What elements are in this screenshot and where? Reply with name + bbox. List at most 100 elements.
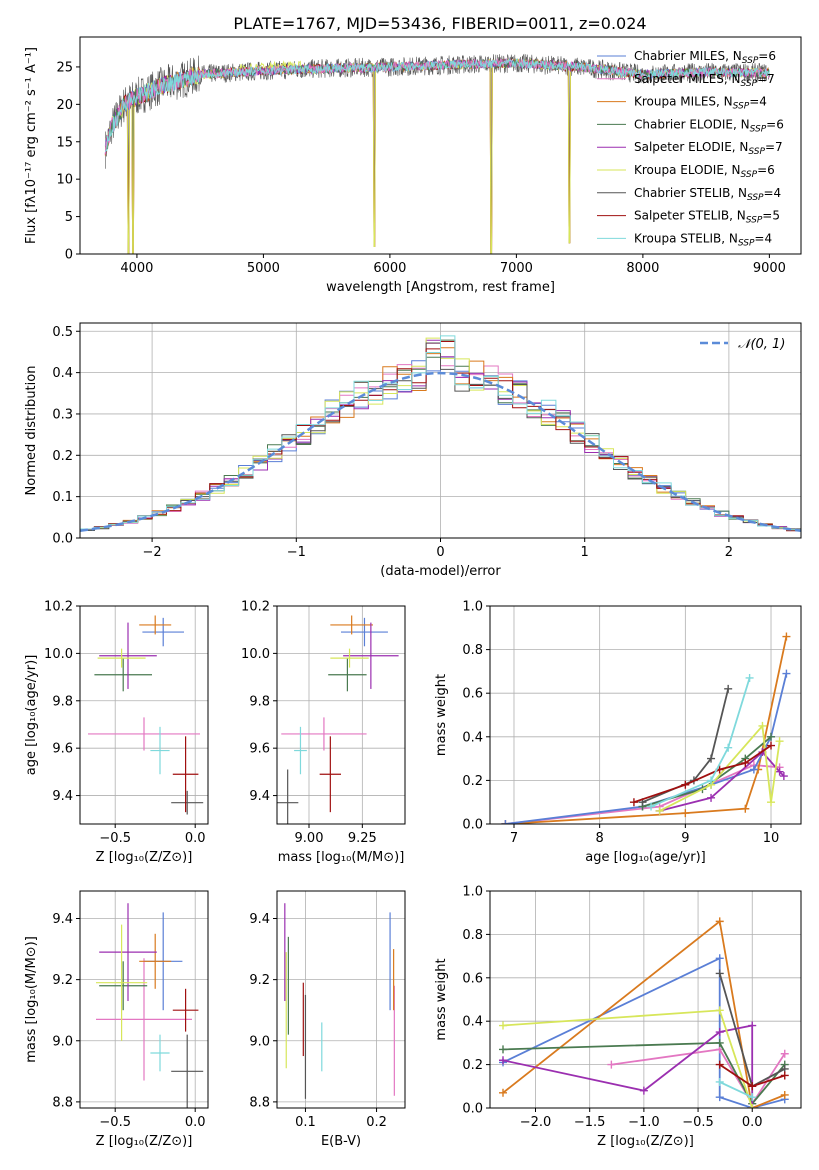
y-tick-label: 25 bbox=[56, 60, 73, 75]
plus-marker bbox=[499, 1045, 508, 1054]
panel-age-vs-z: −0.5 0.0 9.4 9.6 9.8 10.0 10.2 Z [log₁₀(Z/Z⊙)] a… bbox=[24, 600, 209, 865]
y-tick-label: 0.0 bbox=[52, 532, 73, 547]
panel-spectrum: 4000 5000 6000 7000 8000 9000 0 5 10 15 20 25 wavele… bbox=[24, 36, 802, 295]
plus-marker bbox=[775, 737, 784, 746]
histogram-step bbox=[80, 335, 801, 533]
plus-marker bbox=[715, 1028, 724, 1037]
plus-marker bbox=[767, 732, 776, 741]
axes: 9.00 9.25 9.4 9.6 9.8 10.0 10.2 mass [log₁₀(M/M… bbox=[241, 600, 406, 865]
legend-count: =6 bbox=[758, 49, 776, 63]
plus-marker bbox=[647, 802, 656, 811]
y-tick-label: 9.6 bbox=[52, 742, 73, 757]
legend-name: Kroupa MILES, N bbox=[634, 95, 733, 109]
y-tick-label: 1.0 bbox=[462, 885, 483, 900]
y-tick-label: 15 bbox=[56, 135, 73, 150]
y-tick-label: 5 bbox=[65, 210, 73, 225]
legend-label: Kroupa ELODIE, NSSP=6 bbox=[634, 163, 775, 180]
spectrum-line bbox=[104, 58, 770, 153]
plus-marker bbox=[499, 1056, 508, 1065]
plus-marker bbox=[775, 767, 784, 776]
weight-line bbox=[502, 1041, 786, 1106]
x-axis-label: wavelength [Angstrom, rest frame] bbox=[326, 280, 555, 295]
x-axis-label: age [log₁₀(age/yr)] bbox=[585, 850, 706, 865]
panel-weight-vs-z: −2.0 −1.5 −1.0 −0.5 0.0 0.0 0.2 0.4 0.6 0.8 1.0 Z [… bbox=[434, 885, 802, 1149]
y-tick-label: 8.8 bbox=[249, 1095, 270, 1110]
y-tick-label: 9.4 bbox=[52, 912, 73, 927]
axes: −0.5 0.0 8.8 9.0 9.2 9.4 Z [log₁₀(Z/Z⊙)] mass [… bbox=[24, 890, 209, 1149]
y-axis-label: Normed distribution bbox=[24, 366, 39, 496]
y-tick-label: 9.2 bbox=[52, 973, 73, 988]
x-tick-label: 7 bbox=[510, 831, 518, 846]
y-tick-label: 9.4 bbox=[249, 912, 270, 927]
plot-area bbox=[88, 615, 204, 815]
y-tick-label: 10.0 bbox=[241, 647, 270, 662]
plot-area bbox=[104, 53, 770, 254]
plus-marker bbox=[758, 721, 767, 730]
axes-frame bbox=[276, 605, 406, 825]
y-tick-label: 0.2 bbox=[462, 1058, 483, 1073]
plus-marker bbox=[748, 1093, 757, 1102]
axes: 7 8 9 10 0.0 0.2 0.4 0.6 0.8 1.0 age [log₁₀(age/yr… bbox=[434, 600, 802, 865]
weight-line bbox=[502, 919, 786, 1108]
y-tick-label: 0.6 bbox=[462, 687, 483, 702]
legend-count: =6 bbox=[766, 117, 784, 131]
legend-count: =7 bbox=[757, 72, 775, 86]
plus-marker bbox=[780, 1090, 789, 1099]
x-axis-label: Z [log₁₀(Z/Z⊙)] bbox=[597, 1134, 694, 1149]
legend-name: Chabrier STELIB, N bbox=[634, 186, 747, 200]
legend-name: Kroupa STELIB, N bbox=[634, 231, 738, 245]
legend: 𝒩(0, 1) bbox=[700, 337, 785, 352]
x-tick-label: −1 bbox=[287, 545, 306, 560]
y-tick-label: 0.1 bbox=[52, 490, 73, 505]
x-tick-label: 9.25 bbox=[348, 831, 377, 846]
y-tick-label: 0.0 bbox=[462, 818, 483, 833]
x-tick-label: −1.0 bbox=[628, 1115, 660, 1130]
plus-marker bbox=[715, 1093, 724, 1102]
x-axis-label: Z [log₁₀(Z/Z⊙)] bbox=[96, 850, 193, 865]
plus-marker bbox=[715, 954, 724, 963]
panel-mass-vs-ebv: 0.1 0.2 8.8 9.0 9.2 9.4 E(B-V) bbox=[249, 890, 406, 1149]
legend-subscript: SSP bbox=[742, 56, 759, 66]
y-tick-label: 9.8 bbox=[52, 694, 73, 709]
legend-subscript: SSP bbox=[746, 216, 763, 226]
plus-marker bbox=[741, 804, 750, 813]
y-tick-label: 0.2 bbox=[52, 449, 73, 464]
plus-marker bbox=[499, 1088, 508, 1097]
x-tick-label: 0.1 bbox=[295, 1115, 316, 1130]
legend-name: Chabrier MILES, N bbox=[634, 49, 742, 63]
axes: −2.0 −1.5 −1.0 −0.5 0.0 0.0 0.2 0.4 0.6 0.8 1.0 Z [… bbox=[434, 885, 802, 1149]
plus-marker bbox=[782, 669, 791, 678]
y-tick-label: 9.4 bbox=[52, 789, 73, 804]
y-tick-label: 0.4 bbox=[462, 1015, 483, 1030]
y-tick-label: 0.5 bbox=[52, 325, 73, 340]
axes: 0.1 0.2 8.8 9.0 9.2 9.4 E(B-V) bbox=[249, 890, 406, 1149]
plus-marker bbox=[607, 1060, 616, 1069]
weight-line bbox=[611, 1048, 786, 1106]
legend-label: Kroupa MILES, NSSP=4 bbox=[634, 95, 767, 112]
axes-frame bbox=[489, 890, 802, 1109]
legend-subscript: SSP bbox=[741, 79, 758, 89]
y-tick-label: 0.2 bbox=[462, 774, 483, 789]
plus-marker bbox=[715, 969, 724, 978]
plus-marker bbox=[741, 758, 750, 767]
y-tick-label: 9.4 bbox=[249, 789, 270, 804]
legend-count: =4 bbox=[749, 95, 767, 109]
plus-marker bbox=[499, 1021, 508, 1030]
plus-marker bbox=[629, 798, 638, 807]
y-tick-label: 0.4 bbox=[52, 366, 73, 381]
x-tick-label: −2 bbox=[143, 545, 162, 560]
y-tick-label: 0.8 bbox=[462, 643, 483, 658]
axes: −2 −1 0 1 2 0.0 0.1 0.2 0.3 0.4 0.5 (data-model)/er… bbox=[24, 322, 802, 579]
panel-mass-vs-z: −0.5 0.0 8.8 9.0 9.2 9.4 Z [log₁₀(Z/Z⊙)] mass [… bbox=[24, 890, 209, 1149]
y-tick-label: 0.0 bbox=[462, 1102, 483, 1117]
y-tick-label: 1.0 bbox=[462, 600, 483, 615]
plus-marker bbox=[707, 754, 716, 763]
legend-label: 𝒩(0, 1) bbox=[738, 337, 785, 352]
plus-marker bbox=[715, 917, 724, 926]
x-tick-label: 9000 bbox=[753, 261, 786, 276]
axes-frame bbox=[79, 605, 209, 825]
legend-count: =4 bbox=[764, 186, 782, 200]
legend-count: =6 bbox=[757, 163, 775, 177]
legend-subscript: SSP bbox=[750, 124, 767, 134]
